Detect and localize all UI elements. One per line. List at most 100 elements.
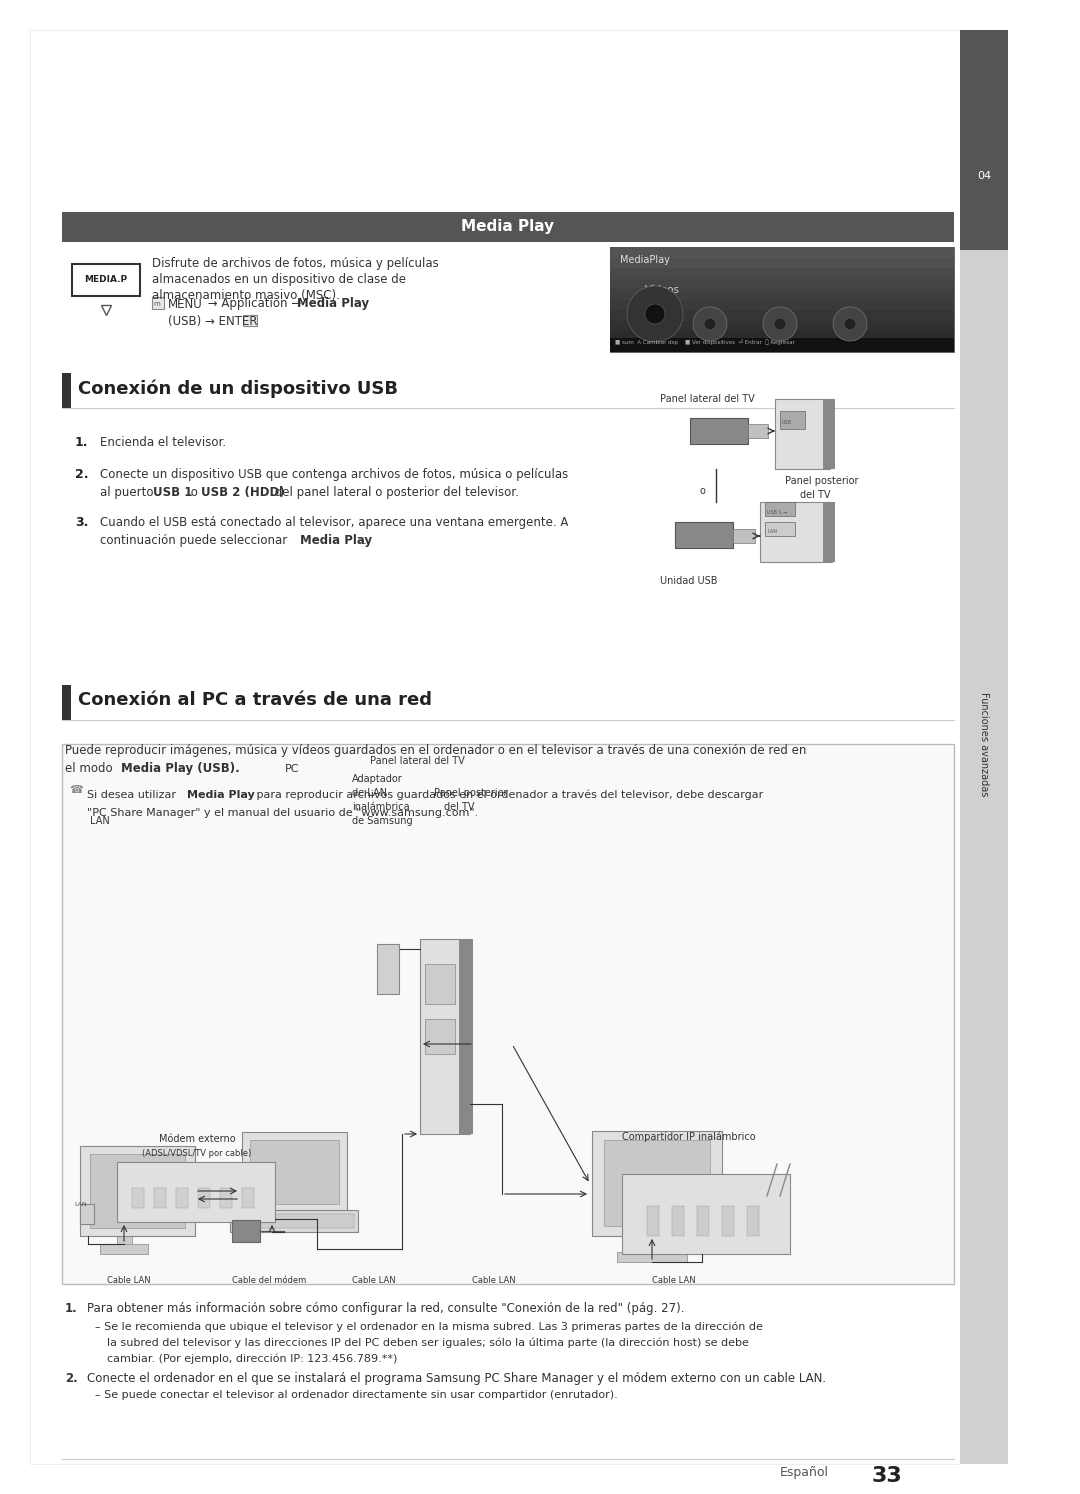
FancyBboxPatch shape <box>243 315 257 326</box>
FancyBboxPatch shape <box>765 502 795 515</box>
FancyBboxPatch shape <box>690 418 748 444</box>
FancyBboxPatch shape <box>610 299 954 309</box>
FancyBboxPatch shape <box>610 247 954 353</box>
FancyBboxPatch shape <box>90 1153 185 1228</box>
FancyBboxPatch shape <box>610 267 954 278</box>
Text: Cuando el USB está conectado al televisor, aparece una ventana emergente. A: Cuando el USB está conectado al televiso… <box>100 515 568 529</box>
FancyBboxPatch shape <box>117 1227 132 1246</box>
Text: Media Play (USB).: Media Play (USB). <box>121 762 240 775</box>
Text: Panel lateral del TV: Panel lateral del TV <box>369 756 464 766</box>
Text: Media Play: Media Play <box>300 533 373 547</box>
FancyBboxPatch shape <box>610 288 954 299</box>
Text: del panel lateral o posterior del televisor.: del panel lateral o posterior del televi… <box>271 486 518 499</box>
Text: Cable LAN: Cable LAN <box>472 1276 515 1285</box>
FancyBboxPatch shape <box>617 1252 687 1262</box>
FancyBboxPatch shape <box>960 30 1008 1464</box>
Text: Para obtener más información sobre cómo configurar la red, consulte "Conexión de: Para obtener más información sobre cómo … <box>87 1301 685 1315</box>
Text: (USB) → ENTER: (USB) → ENTER <box>168 315 257 327</box>
FancyBboxPatch shape <box>80 1146 195 1236</box>
Text: Compartidor IP inalámbrico: Compartidor IP inalámbrico <box>622 1132 756 1143</box>
Text: MediaPlay: MediaPlay <box>620 255 670 264</box>
Circle shape <box>843 318 856 330</box>
Text: "PC Share Manager" y el manual del usuario de "www.samsung.com".: "PC Share Manager" y el manual del usuar… <box>87 808 478 819</box>
FancyBboxPatch shape <box>672 1206 684 1236</box>
FancyBboxPatch shape <box>723 1206 734 1236</box>
FancyBboxPatch shape <box>622 1174 789 1253</box>
Text: Conecte el ordenador en el que se instalará el programa Samsung PC Share Manager: Conecte el ordenador en el que se instal… <box>87 1371 826 1385</box>
Text: Si desea utilizar: Si desea utilizar <box>87 790 179 799</box>
Text: LAN: LAN <box>767 529 777 535</box>
Text: MENU: MENU <box>168 297 203 311</box>
FancyBboxPatch shape <box>748 424 768 438</box>
FancyBboxPatch shape <box>610 278 954 288</box>
Text: Panel lateral del TV: Panel lateral del TV <box>660 394 755 403</box>
FancyBboxPatch shape <box>760 502 832 562</box>
Text: ■ sum  A Cambiar dsp    ■ Ver dispositivos  ⏎ Entrar  ⥄ Regresar: ■ sum A Cambiar dsp ■ Ver dispositivos ⏎… <box>615 339 795 345</box>
Text: Media Play: Media Play <box>297 297 369 311</box>
Text: PC: PC <box>285 763 299 774</box>
FancyBboxPatch shape <box>765 521 795 536</box>
FancyBboxPatch shape <box>58 244 606 356</box>
Text: Puede reproducir imágenes, música y vídeos guardados en el ordenador o en el tel: Puede reproducir imágenes, música y víde… <box>65 744 807 757</box>
Text: .: . <box>363 533 367 547</box>
FancyBboxPatch shape <box>610 342 954 353</box>
Text: Cable LAN: Cable LAN <box>352 1276 395 1285</box>
FancyBboxPatch shape <box>610 332 954 342</box>
FancyBboxPatch shape <box>647 1206 659 1236</box>
Text: del TV: del TV <box>800 490 831 500</box>
Text: 1.: 1. <box>65 1301 78 1315</box>
FancyBboxPatch shape <box>697 1206 708 1236</box>
Text: USB: USB <box>782 420 792 424</box>
Circle shape <box>833 306 867 341</box>
Text: Cable del módem: Cable del módem <box>232 1276 307 1285</box>
FancyBboxPatch shape <box>232 1221 260 1242</box>
Text: Media Play: Media Play <box>461 220 554 235</box>
FancyBboxPatch shape <box>426 1019 455 1053</box>
Text: USB 1 →: USB 1 → <box>767 509 787 514</box>
FancyBboxPatch shape <box>152 297 164 309</box>
FancyBboxPatch shape <box>80 1204 94 1224</box>
Text: Funciones avanzadas: Funciones avanzadas <box>978 692 989 796</box>
Text: 1.: 1. <box>75 436 89 450</box>
FancyBboxPatch shape <box>733 529 755 542</box>
Circle shape <box>762 306 797 341</box>
FancyBboxPatch shape <box>610 247 954 257</box>
Text: 2.: 2. <box>75 468 89 481</box>
FancyBboxPatch shape <box>249 1140 339 1204</box>
Text: para reproducir archivos guardados en el ordenador a través del televisor, debe : para reproducir archivos guardados en el… <box>253 790 764 801</box>
Text: Panel posterior: Panel posterior <box>434 787 508 798</box>
FancyBboxPatch shape <box>775 399 831 469</box>
FancyBboxPatch shape <box>132 1188 144 1209</box>
Text: 3.: 3. <box>75 515 89 529</box>
Text: Vídeos: Vídeos <box>645 285 680 294</box>
FancyBboxPatch shape <box>234 1215 354 1228</box>
FancyBboxPatch shape <box>426 964 455 1004</box>
Text: continuación puede seleccionar: continuación puede seleccionar <box>100 533 291 547</box>
FancyBboxPatch shape <box>747 1206 759 1236</box>
Text: USB 2 (HDD): USB 2 (HDD) <box>201 486 285 499</box>
FancyBboxPatch shape <box>242 1132 347 1212</box>
FancyBboxPatch shape <box>117 1162 275 1222</box>
Text: ☎: ☎ <box>69 784 83 795</box>
FancyBboxPatch shape <box>823 502 835 562</box>
FancyBboxPatch shape <box>610 321 954 332</box>
FancyBboxPatch shape <box>30 30 960 1464</box>
Text: inalámbrica: inalámbrica <box>352 802 409 813</box>
Text: almacenados en un dispositivo de clase de: almacenados en un dispositivo de clase d… <box>152 273 406 285</box>
FancyBboxPatch shape <box>62 212 954 242</box>
Circle shape <box>774 318 786 330</box>
Text: USB 1: USB 1 <box>153 486 192 499</box>
FancyBboxPatch shape <box>62 374 71 408</box>
Text: Conecte un dispositivo USB que contenga archivos de fotos, música o películas: Conecte un dispositivo USB que contenga … <box>100 468 568 481</box>
Text: Disfrute de archivos de fotos, música y películas: Disfrute de archivos de fotos, música y … <box>152 257 438 270</box>
FancyBboxPatch shape <box>780 411 805 429</box>
Circle shape <box>661 521 689 548</box>
FancyBboxPatch shape <box>610 338 954 353</box>
FancyBboxPatch shape <box>176 1188 188 1209</box>
Circle shape <box>645 303 665 324</box>
Text: Encienda el televisor.: Encienda el televisor. <box>100 436 226 450</box>
Circle shape <box>677 418 703 444</box>
FancyBboxPatch shape <box>377 944 399 994</box>
Text: Español: Español <box>780 1466 829 1479</box>
FancyBboxPatch shape <box>610 257 954 267</box>
